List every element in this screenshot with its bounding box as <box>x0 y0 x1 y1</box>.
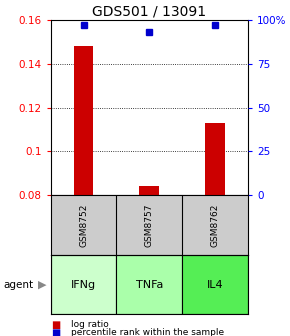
Bar <box>205 123 225 195</box>
Text: agent: agent <box>3 280 33 290</box>
Text: ■: ■ <box>51 328 60 336</box>
Bar <box>51 255 117 314</box>
Text: ▶: ▶ <box>38 280 46 290</box>
Bar <box>139 186 159 195</box>
Text: IL4: IL4 <box>207 280 223 290</box>
Bar <box>117 255 182 314</box>
Text: GSM8757: GSM8757 <box>145 203 154 247</box>
Text: GSM8752: GSM8752 <box>79 203 88 247</box>
Text: IFNg: IFNg <box>71 280 96 290</box>
Title: GDS501 / 13091: GDS501 / 13091 <box>92 5 206 19</box>
Bar <box>182 255 248 314</box>
Text: log ratio: log ratio <box>71 321 109 329</box>
Text: TNFa: TNFa <box>136 280 163 290</box>
Bar <box>74 46 93 195</box>
Text: ■: ■ <box>51 320 60 330</box>
Text: GSM8762: GSM8762 <box>211 203 220 247</box>
Text: percentile rank within the sample: percentile rank within the sample <box>71 328 224 336</box>
